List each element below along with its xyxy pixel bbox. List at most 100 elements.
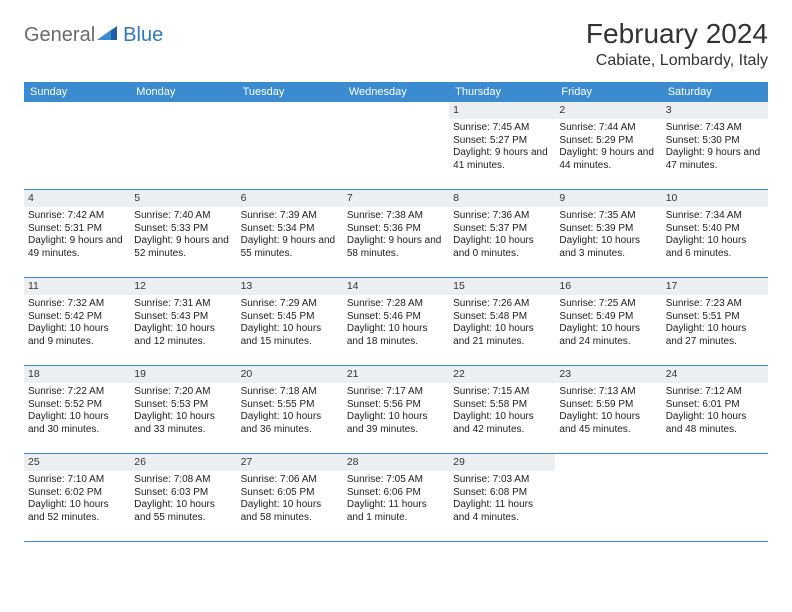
sunrise-text: Sunrise: 7:12 AM	[666, 386, 764, 399]
sunrise-text: Sunrise: 7:45 AM	[453, 122, 551, 135]
calendar-table: SundayMondayTuesdayWednesdayThursdayFrid…	[24, 82, 768, 542]
sunrise-text: Sunrise: 7:40 AM	[134, 210, 232, 223]
weekday-header: Saturday	[662, 82, 768, 102]
sunrise-text: Sunrise: 7:42 AM	[28, 210, 126, 223]
daylight-text: Daylight: 10 hours and 9 minutes.	[28, 323, 126, 348]
calendar-cell: 29Sunrise: 7:03 AMSunset: 6:08 PMDayligh…	[449, 454, 555, 542]
sunset-text: Sunset: 5:30 PM	[666, 135, 764, 148]
calendar-cell: 14Sunrise: 7:28 AMSunset: 5:46 PMDayligh…	[343, 278, 449, 366]
day-number: 12	[130, 278, 236, 295]
sunset-text: Sunset: 5:29 PM	[559, 135, 657, 148]
sunset-text: Sunset: 5:42 PM	[28, 311, 126, 324]
sunrise-text: Sunrise: 7:32 AM	[28, 298, 126, 311]
daylight-text: Daylight: 10 hours and 33 minutes.	[134, 411, 232, 436]
sunset-text: Sunset: 5:33 PM	[134, 223, 232, 236]
sunrise-text: Sunrise: 7:23 AM	[666, 298, 764, 311]
calendar-cell: 4Sunrise: 7:42 AMSunset: 5:31 PMDaylight…	[24, 190, 130, 278]
calendar-cell: 18Sunrise: 7:22 AMSunset: 5:52 PMDayligh…	[24, 366, 130, 454]
sunset-text: Sunset: 5:58 PM	[453, 399, 551, 412]
sunrise-text: Sunrise: 7:25 AM	[559, 298, 657, 311]
day-number: 23	[555, 366, 661, 383]
sunrise-text: Sunrise: 7:34 AM	[666, 210, 764, 223]
sunset-text: Sunset: 5:48 PM	[453, 311, 551, 324]
sunset-text: Sunset: 5:37 PM	[453, 223, 551, 236]
calendar-cell: 12Sunrise: 7:31 AMSunset: 5:43 PMDayligh…	[130, 278, 236, 366]
sunset-text: Sunset: 6:05 PM	[241, 487, 339, 500]
sunset-text: Sunset: 5:55 PM	[241, 399, 339, 412]
sunrise-text: Sunrise: 7:06 AM	[241, 474, 339, 487]
daylight-text: Daylight: 10 hours and 21 minutes.	[453, 323, 551, 348]
day-number: 5	[130, 190, 236, 207]
sunset-text: Sunset: 5:56 PM	[347, 399, 445, 412]
day-number: 15	[449, 278, 555, 295]
daylight-text: Daylight: 10 hours and 15 minutes.	[241, 323, 339, 348]
daylight-text: Daylight: 10 hours and 39 minutes.	[347, 411, 445, 436]
daylight-text: Daylight: 10 hours and 30 minutes.	[28, 411, 126, 436]
sunset-text: Sunset: 6:08 PM	[453, 487, 551, 500]
calendar-cell: 17Sunrise: 7:23 AMSunset: 5:51 PMDayligh…	[662, 278, 768, 366]
sunset-text: Sunset: 5:53 PM	[134, 399, 232, 412]
calendar-cell: 13Sunrise: 7:29 AMSunset: 5:45 PMDayligh…	[237, 278, 343, 366]
calendar-cell: 24Sunrise: 7:12 AMSunset: 6:01 PMDayligh…	[662, 366, 768, 454]
daylight-text: Daylight: 10 hours and 42 minutes.	[453, 411, 551, 436]
calendar-cell: 27Sunrise: 7:06 AMSunset: 6:05 PMDayligh…	[237, 454, 343, 542]
sunset-text: Sunset: 5:40 PM	[666, 223, 764, 236]
sunrise-text: Sunrise: 7:31 AM	[134, 298, 232, 311]
day-number: 13	[237, 278, 343, 295]
calendar-cell: 15 Sunrise: 7:26 AMSunset: 5:48 PMDayligh…	[449, 278, 555, 366]
calendar-cell: .	[24, 102, 130, 190]
day-number: 17	[662, 278, 768, 295]
sunrise-text: Sunrise: 7:38 AM	[347, 210, 445, 223]
day-number: 16	[555, 278, 661, 295]
calendar-cell: .	[343, 102, 449, 190]
daylight-text: Daylight: 10 hours and 0 minutes.	[453, 235, 551, 260]
sunrise-text: Sunrise: 7:18 AM	[241, 386, 339, 399]
sunrise-text: Sunrise: 7:17 AM	[347, 386, 445, 399]
daylight-text: Daylight: 11 hours and 4 minutes.	[453, 499, 551, 524]
weekday-header: Tuesday	[237, 82, 343, 102]
day-number: 9	[555, 190, 661, 207]
day-number: 20	[237, 366, 343, 383]
calendar-cell: 28Sunrise: 7:05 AMSunset: 6:06 PMDayligh…	[343, 454, 449, 542]
sunrise-text: Sunrise: 7:20 AM	[134, 386, 232, 399]
sunrise-text: Sunrise: 7:29 AM	[241, 298, 339, 311]
calendar-cell: 19Sunrise: 7:20 AMSunset: 5:53 PMDayligh…	[130, 366, 236, 454]
daylight-text: Daylight: 10 hours and 48 minutes.	[666, 411, 764, 436]
sunset-text: Sunset: 6:06 PM	[347, 487, 445, 500]
calendar-cell: .	[130, 102, 236, 190]
calendar-cell: 6Sunrise: 7:39 AMSunset: 5:34 PMDaylight…	[237, 190, 343, 278]
day-number: 18	[24, 366, 130, 383]
sunset-text: Sunset: 5:49 PM	[559, 311, 657, 324]
day-number: 3	[662, 102, 768, 119]
sunrise-text: Sunrise: 7:10 AM	[28, 474, 126, 487]
title-block: February 2024 Cabiate, Lombardy, Italy	[586, 18, 768, 70]
day-number: 1	[449, 102, 555, 119]
daylight-text: Daylight: 10 hours and 12 minutes.	[134, 323, 232, 348]
sunrise-text: Sunrise: 7:36 AM	[453, 210, 551, 223]
sunrise-text: Sunrise: 7:28 AM	[347, 298, 445, 311]
calendar-cell: 5 Sunrise: 7:40 AMSunset: 5:33 PMDaylight…	[130, 190, 236, 278]
day-number: 11	[24, 278, 130, 295]
day-number: 4	[24, 190, 130, 207]
sunrise-text: Sunrise: 7:22 AM	[28, 386, 126, 399]
day-number: 7	[343, 190, 449, 207]
sunrise-text: Sunrise: 7:26 AM	[453, 298, 551, 311]
weekday-header-row: SundayMondayTuesdayWednesdayThursdayFrid…	[24, 82, 768, 102]
daylight-text: Daylight: 9 hours and 52 minutes.	[134, 235, 232, 260]
calendar-cell: 7Sunrise: 7:38 AMSunset: 5:36 PMDaylight…	[343, 190, 449, 278]
calendar-cell: 3Sunrise: 7:43 AMSunset: 5:30 PMDaylight…	[662, 102, 768, 190]
daylight-text: Daylight: 10 hours and 27 minutes.	[666, 323, 764, 348]
day-number: 21	[343, 366, 449, 383]
daylight-text: Daylight: 10 hours and 18 minutes.	[347, 323, 445, 348]
weekday-header: Friday	[555, 82, 661, 102]
brand-part1: General	[24, 24, 95, 47]
daylight-text: Daylight: 9 hours and 58 minutes.	[347, 235, 445, 260]
calendar-cell: 26Sunrise: 7:08 AMSunset: 6:03 PMDayligh…	[130, 454, 236, 542]
calendar-page: General Blue February 2024 Cabiate, Lomb…	[0, 0, 792, 566]
day-number: 6	[237, 190, 343, 207]
sunset-text: Sunset: 5:34 PM	[241, 223, 339, 236]
calendar-cell: 25Sunrise: 7:10 AMSunset: 6:02 PMDayligh…	[24, 454, 130, 542]
sunrise-text: Sunrise: 7:15 AM	[453, 386, 551, 399]
daylight-text: Daylight: 9 hours and 44 minutes.	[559, 147, 657, 172]
sunrise-text: Sunrise: 7:39 AM	[241, 210, 339, 223]
